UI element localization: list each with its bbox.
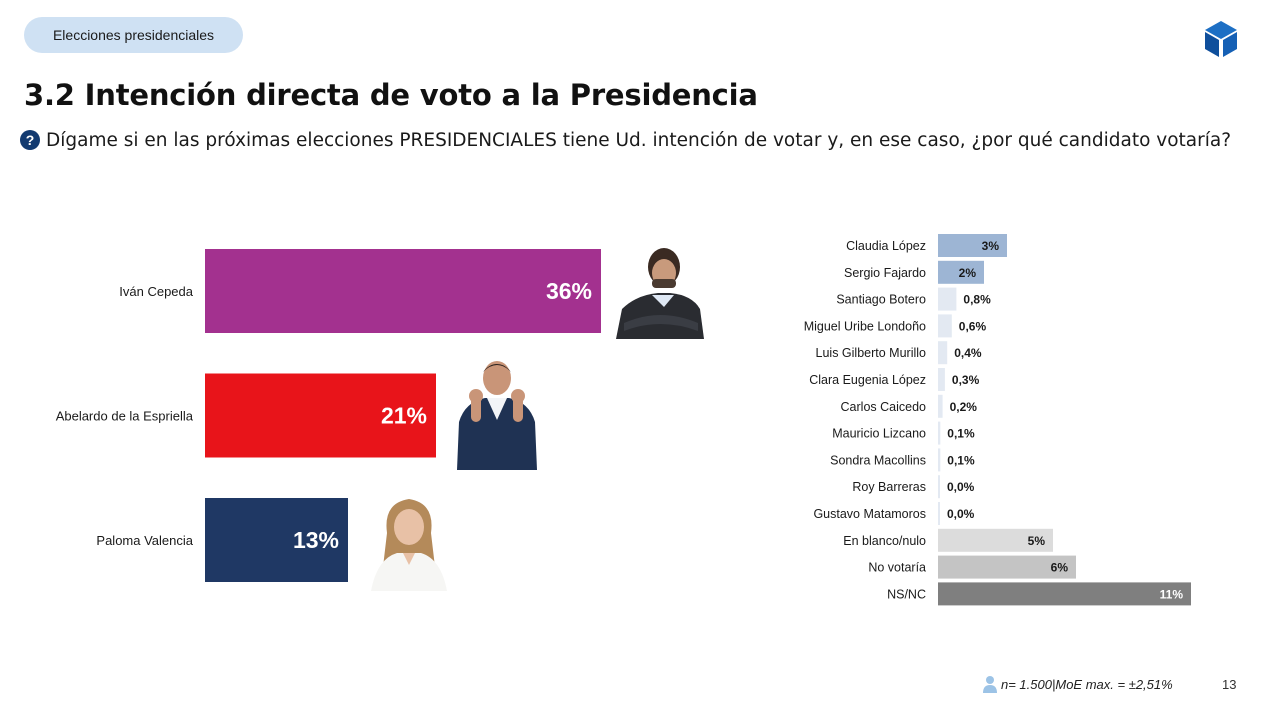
photo-paloma-valencia	[371, 499, 447, 591]
value-label-ivan-cepeda: 36%	[546, 278, 592, 304]
survey-question: ? Dígame si en las próximas elecciones PR…	[20, 129, 1235, 153]
value-label-clara-eugenia-lopez: 0,3%	[952, 373, 980, 387]
category-label-santiago-botero: Santiago Botero	[836, 293, 926, 307]
bar-carlos-caicedo	[938, 394, 943, 418]
question-circle-icon: ?	[20, 130, 40, 150]
value-label-ns-nc: 11%	[1160, 587, 1184, 601]
value-label-paloma-valencia: 13%	[293, 527, 339, 553]
bar-santiago-botero	[938, 287, 957, 311]
photo-abelardo-de-la-espriella	[457, 361, 537, 470]
category-label-luis-gilberto-murillo: Luis Gilberto Murillo	[816, 346, 927, 360]
category-label-ivan-cepeda: Iván Cepeda	[119, 284, 193, 299]
value-label-miguel-uribe-londono: 0,6%	[959, 319, 987, 333]
bar-ns-nc	[938, 582, 1191, 606]
bar-sondra-macollins	[938, 448, 941, 472]
value-label-luis-gilberto-murillo: 0,4%	[954, 346, 982, 360]
bar-claudia-lopez	[938, 234, 1007, 257]
footer-separator: |	[1051, 676, 1056, 692]
sample-size: n= 1.500	[1001, 676, 1052, 692]
bar-ivan-cepeda	[205, 249, 601, 333]
value-label-no-votaria: 6%	[1051, 561, 1069, 575]
category-label-sergio-fajardo: Sergio Fajardo	[844, 266, 926, 280]
cube-logo-icon	[1205, 21, 1237, 57]
section-tag: Elecciones presidenciales	[24, 17, 243, 53]
bar-abelardo-de-la-espriella	[205, 373, 436, 458]
value-label-roy-barreras: 0,0%	[947, 480, 975, 494]
bar-no-votaria	[938, 555, 1076, 579]
value-label-santiago-botero: 0,8%	[963, 293, 991, 307]
category-label-en-blanco-nulo: En blanco/nulo	[843, 534, 926, 548]
category-label-miguel-uribe-londono: Miguel Uribe Londoño	[804, 319, 926, 333]
category-label-mauricio-lizcano: Mauricio Lizcano	[832, 427, 926, 441]
value-label-carlos-caicedo: 0,2%	[950, 400, 978, 414]
value-label-claudia-lopez: 3%	[982, 239, 1000, 253]
photo-ivan-cepeda	[616, 248, 704, 339]
page-title: 3.2 Intención directa de voto a la Presi…	[24, 78, 758, 112]
category-label-carlos-caicedo: Carlos Caicedo	[841, 400, 927, 414]
value-label-mauricio-lizcano: 0,1%	[947, 427, 975, 441]
category-label-claudia-lopez: Claudia López	[846, 239, 926, 253]
category-label-roy-barreras: Roy Barreras	[852, 480, 926, 494]
bar-sergio-fajardo	[938, 260, 984, 284]
category-label-ns-nc: NS/NC	[887, 587, 926, 601]
category-label-clara-eugenia-lopez: Clara Eugenia López	[809, 373, 926, 387]
footer-methodology: n= 1.500 | MoE max. = ±2,51%	[983, 675, 1173, 693]
value-label-abelardo-de-la-espriella: 21%	[381, 403, 427, 429]
bar-miguel-uribe-londono	[938, 314, 952, 338]
value-label-en-blanco-nulo: 5%	[1028, 534, 1046, 548]
bar-roy-barreras	[938, 475, 940, 499]
value-label-gustavo-matamoros: 0,0%	[947, 507, 975, 521]
page-number: 13	[1222, 677, 1237, 692]
user-icon	[983, 676, 997, 693]
bar-en-blanco-nulo	[938, 528, 1053, 552]
category-label-paloma-valencia: Paloma Valencia	[96, 533, 193, 548]
bar-paloma-valencia	[205, 498, 348, 582]
category-label-gustavo-matamoros: Gustavo Matamoros	[813, 507, 926, 521]
margin-of-error: MoE max. = ±2,51%	[1055, 676, 1173, 692]
question-text: Dígame si en las próximas elecciones PRE…	[46, 130, 1232, 151]
bar-luis-gilberto-murillo	[938, 341, 948, 365]
value-label-sondra-macollins: 0,1%	[947, 453, 975, 467]
category-label-no-votaria: No votaría	[868, 561, 926, 575]
main-candidates-chart: Iván Cepeda 36% Abelardo de la Espriella 21…	[56, 249, 601, 582]
category-label-sondra-macollins: Sondra Macollins	[830, 453, 926, 467]
bar-gustavo-matamoros	[938, 502, 940, 525]
bar-mauricio-lizcano	[938, 421, 941, 445]
bar-clara-eugenia-lopez	[938, 368, 945, 391]
value-label-sergio-fajardo: 2%	[959, 266, 977, 280]
category-label-abelardo-de-la-espriella: Abelardo de la Espriella	[56, 409, 194, 424]
other-candidates-chart: Claudia López 3% Sergio Fajardo 2% Santiago …	[804, 234, 1191, 606]
